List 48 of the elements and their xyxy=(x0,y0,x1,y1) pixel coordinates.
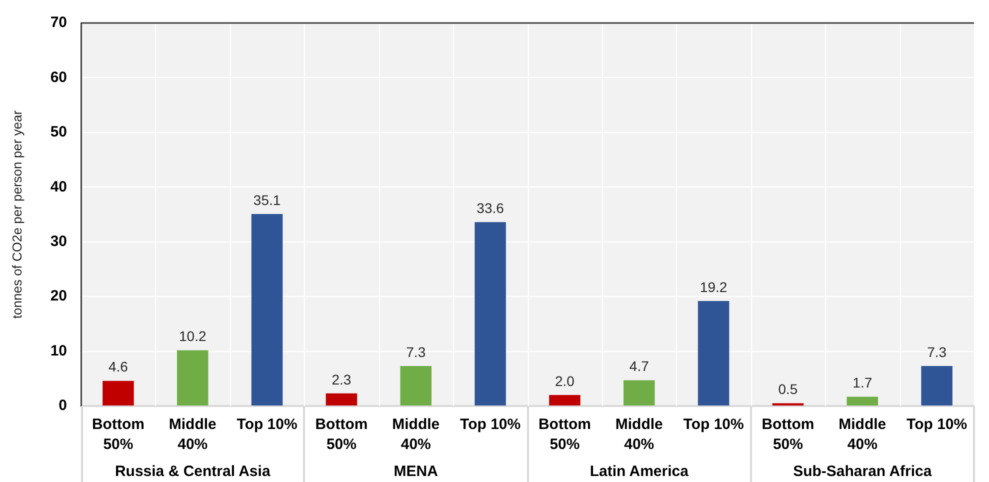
x-tick-label: MENA xyxy=(394,463,438,480)
y-axis-title: tonnes of CO2e per person per year xyxy=(9,110,24,319)
series-label: Middle 40% xyxy=(168,416,216,454)
bar xyxy=(846,396,878,406)
y-tick-label: 10 xyxy=(50,342,67,360)
data-label: 7.3 xyxy=(927,344,947,360)
bar xyxy=(921,366,952,406)
data-label: 33.6 xyxy=(476,200,504,216)
y-tick-label: 30 xyxy=(50,233,67,250)
text: Top 10% xyxy=(460,416,521,434)
x-tick-label: Latin America xyxy=(590,463,690,480)
bar xyxy=(400,366,432,406)
series-label: Bottom 50% xyxy=(315,416,368,454)
text: Middle 40% xyxy=(838,416,886,454)
text: Middle 40% xyxy=(615,416,663,454)
bar xyxy=(624,380,655,406)
data-label: 0.5 xyxy=(778,381,798,398)
data-label: 2.3 xyxy=(332,371,352,388)
bar xyxy=(177,350,208,406)
data-label: 10.2 xyxy=(179,328,206,344)
y-tick-label: 70 xyxy=(50,14,67,32)
y-tick-label: 50 xyxy=(50,124,67,141)
bar xyxy=(549,395,580,406)
bar xyxy=(102,380,134,406)
data-label: 1.7 xyxy=(852,374,872,391)
y-tick-label: 40 xyxy=(50,178,67,196)
bar xyxy=(251,214,283,406)
text: Bottom 50% xyxy=(538,416,591,454)
bar xyxy=(326,393,358,406)
text: Bottom 50% xyxy=(92,416,144,454)
text: Top 10% xyxy=(906,416,968,434)
data-label: 4.6 xyxy=(108,358,128,375)
data-label: 19.2 xyxy=(700,278,728,295)
series-label: Top 10% xyxy=(236,416,298,434)
y-tick-label: 60 xyxy=(50,68,67,86)
data-label: 7.3 xyxy=(406,344,426,360)
text: Bottom 50% xyxy=(762,416,814,454)
y-tick-label: 0 xyxy=(58,397,67,414)
x-tick-label: Russia & Central Asia xyxy=(114,463,271,480)
bar xyxy=(698,300,730,406)
x-tick-label: Sub-Saharan Africa xyxy=(793,463,932,480)
y-tick-label: 20 xyxy=(50,288,67,305)
data-label: 35.1 xyxy=(253,192,281,208)
bar xyxy=(474,222,506,406)
data-label: 2.0 xyxy=(554,372,575,389)
text: Middle 40% xyxy=(392,416,440,454)
text: Top 10% xyxy=(683,416,744,434)
data-label: 4.7 xyxy=(629,358,650,374)
